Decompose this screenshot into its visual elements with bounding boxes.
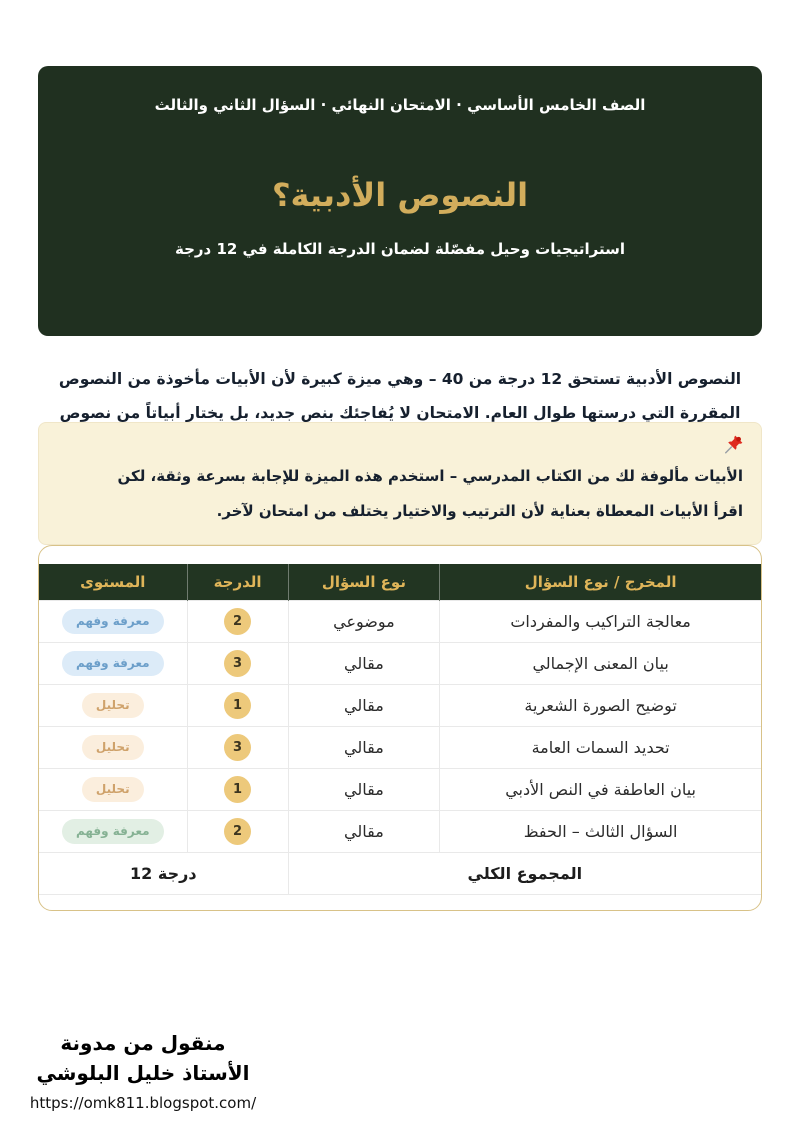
question-type-cell: موضوعي [287,600,440,643]
question-type-cell: مقالي [287,768,440,811]
hero-subtitle: استراتيجيات وحيل مفصّلة لضمان الدرجة الك… [174,240,626,258]
marks-table: المخرج / نوع السؤال نوع السؤال الدرجة ال… [39,564,761,895]
score-badge: 2 [224,608,252,635]
score-badge: 1 [224,776,252,803]
outcome-cell: بيان العاطفة في النص الأدبي [439,768,761,811]
score-badge: 3 [224,650,252,677]
total-label-cell: المجموع الكلي [287,852,761,895]
table-header-row: المخرج / نوع السؤال نوع السؤال الدرجة ال… [39,564,761,601]
total-value: 12 درجة [130,864,197,883]
total-value-cell: 12 درجة [39,852,289,895]
question-type-cell: مقالي [287,642,440,685]
attribution-url-link[interactable]: https://omk811.blogspot.com/ [29,1094,257,1112]
level-badge: تحليل [81,693,144,718]
table-total-row: المجموع الكلي 12 درجة [39,852,761,895]
table-row: السؤال الثالث – الحفظ مقالي 2 معرفة وفهم [39,810,761,853]
table-row: معالجة التراكيب والمفردات موضوعي 2 معرفة… [39,600,761,643]
table-row: توضيح الصورة الشعرية مقالي 1 تحليل [39,684,761,727]
question-type-cell: مقالي [287,684,440,727]
level-badge: تحليل [81,735,144,760]
pushpin-icon [39,423,761,457]
score-cell: 1 [186,768,289,811]
score-cell: 3 [186,642,289,685]
column-header-question-type: نوع السؤال [287,564,440,601]
level-cell: تحليل [39,684,188,727]
table-row: بيان المعنى الإجمالي مقالي 3 معرفة وفهم [39,642,761,685]
question-type-cell: مقالي [287,810,440,853]
level-badge: معرفة وفهم [61,609,164,634]
score-cell: 2 [186,600,289,643]
outcome-cell: تحديد السمات العامة [439,726,761,769]
hero-kicker: الصف الخامس الأساسي · الامتحان النهائي ·… [154,96,646,114]
column-header-score: الدرجة [186,564,289,601]
outcome-cell: معالجة التراكيب والمفردات [439,600,761,643]
score-badge: 1 [224,692,252,719]
table-row: بيان العاطفة في النص الأدبي مقالي 1 تحلي… [39,768,761,811]
level-cell: تحليل [39,768,188,811]
level-cell: معرفة وفهم [39,810,188,853]
attribution-footer: منقول من مدونة الأستاذ خليل البلوشي http… [28,1028,258,1112]
callout-text: الأبيات مألوفة لك من الكتاب المدرسي – اس… [117,467,743,520]
score-badge: 3 [224,734,252,761]
column-header-level: المستوى [39,564,188,601]
level-badge: تحليل [81,777,144,802]
column-header-outcome: المخرج / نوع السؤال [439,564,761,601]
marks-table-card: المخرج / نوع السؤال نوع السؤال الدرجة ال… [38,545,762,911]
table-row: تحديد السمات العامة مقالي 3 تحليل [39,726,761,769]
level-badge: معرفة وفهم [61,651,164,676]
score-cell: 1 [186,684,289,727]
page-title: النصوص الأدبية؟ [271,176,529,214]
callout-box: الأبيات مألوفة لك من الكتاب المدرسي – اس… [38,422,762,545]
level-cell: معرفة وفهم [39,600,188,643]
score-cell: 3 [186,726,289,769]
score-badge: 2 [224,818,252,845]
hero-card: الصف الخامس الأساسي · الامتحان النهائي ·… [38,66,762,336]
outcome-cell: بيان المعنى الإجمالي [439,642,761,685]
outcome-cell: توضيح الصورة الشعرية [439,684,761,727]
outcome-cell: السؤال الثالث – الحفظ [439,810,761,853]
score-cell: 2 [186,810,289,853]
level-cell: معرفة وفهم [39,642,188,685]
question-type-cell: مقالي [287,726,440,769]
level-badge: معرفة وفهم [61,819,164,844]
attribution-text: منقول من مدونة الأستاذ خليل البلوشي [36,1031,250,1085]
level-cell: تحليل [39,726,188,769]
